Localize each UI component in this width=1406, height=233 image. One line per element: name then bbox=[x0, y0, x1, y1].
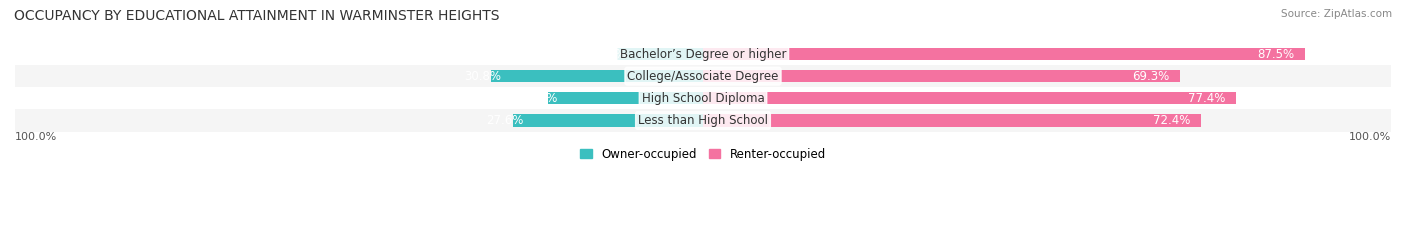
Text: 72.4%: 72.4% bbox=[1153, 114, 1191, 127]
Text: 12.5%: 12.5% bbox=[591, 48, 627, 61]
Text: 30.8%: 30.8% bbox=[464, 70, 502, 83]
Bar bbox=[15, 87, 1391, 109]
Text: Source: ZipAtlas.com: Source: ZipAtlas.com bbox=[1281, 9, 1392, 19]
Text: 100.0%: 100.0% bbox=[15, 131, 58, 141]
Text: 22.6%: 22.6% bbox=[520, 92, 558, 105]
Text: 27.6%: 27.6% bbox=[486, 114, 523, 127]
Text: High School Diploma: High School Diploma bbox=[641, 92, 765, 105]
Text: 69.3%: 69.3% bbox=[1132, 70, 1170, 83]
Text: Less than High School: Less than High School bbox=[638, 114, 768, 127]
Text: 77.4%: 77.4% bbox=[1188, 92, 1225, 105]
Text: Bachelor’s Degree or higher: Bachelor’s Degree or higher bbox=[620, 48, 786, 61]
Text: 100.0%: 100.0% bbox=[1348, 131, 1391, 141]
Bar bbox=[513, 114, 703, 127]
Bar bbox=[703, 48, 1305, 60]
Bar bbox=[547, 92, 703, 104]
Bar bbox=[15, 43, 1391, 65]
Bar bbox=[617, 48, 703, 60]
Bar bbox=[703, 70, 1180, 82]
Bar bbox=[703, 114, 1201, 127]
Bar bbox=[15, 65, 1391, 87]
Text: OCCUPANCY BY EDUCATIONAL ATTAINMENT IN WARMINSTER HEIGHTS: OCCUPANCY BY EDUCATIONAL ATTAINMENT IN W… bbox=[14, 9, 499, 23]
Text: 87.5%: 87.5% bbox=[1257, 48, 1295, 61]
Legend: Owner-occupied, Renter-occupied: Owner-occupied, Renter-occupied bbox=[575, 143, 831, 165]
Text: College/Associate Degree: College/Associate Degree bbox=[627, 70, 779, 83]
Bar bbox=[491, 70, 703, 82]
Bar bbox=[15, 109, 1391, 131]
Bar bbox=[703, 92, 1236, 104]
